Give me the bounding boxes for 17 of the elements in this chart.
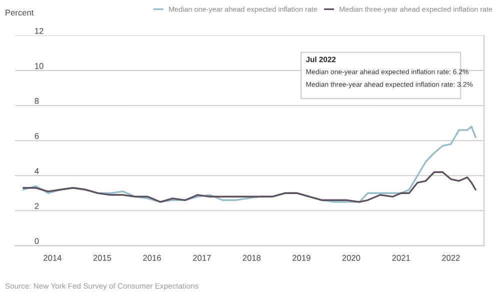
x-tick-label: 2020 [342, 254, 360, 261]
x-tick-label: 2018 [242, 254, 261, 261]
y-tick-label: 12 [35, 28, 44, 34]
x-tick-label: 2022 [442, 254, 460, 261]
x-tick-label: 2016 [143, 254, 161, 261]
x-tick-label: 2019 [292, 254, 310, 261]
y-axis-title: Percent [6, 10, 34, 16]
y-tick-label: 0 [34, 238, 39, 244]
x-tick-label: 2017 [193, 254, 211, 261]
x-tick-label: 2015 [93, 254, 112, 261]
x-tick-label: 2021 [392, 254, 410, 261]
x-tick-label: 2014 [44, 254, 62, 261]
y-tick-label: 6 [34, 133, 39, 139]
y-tick-label: 8 [34, 98, 39, 104]
y-tick-label: 4 [34, 168, 39, 174]
y-tick-label: 2 [34, 203, 39, 209]
y-tick-label: 10 [35, 63, 44, 69]
